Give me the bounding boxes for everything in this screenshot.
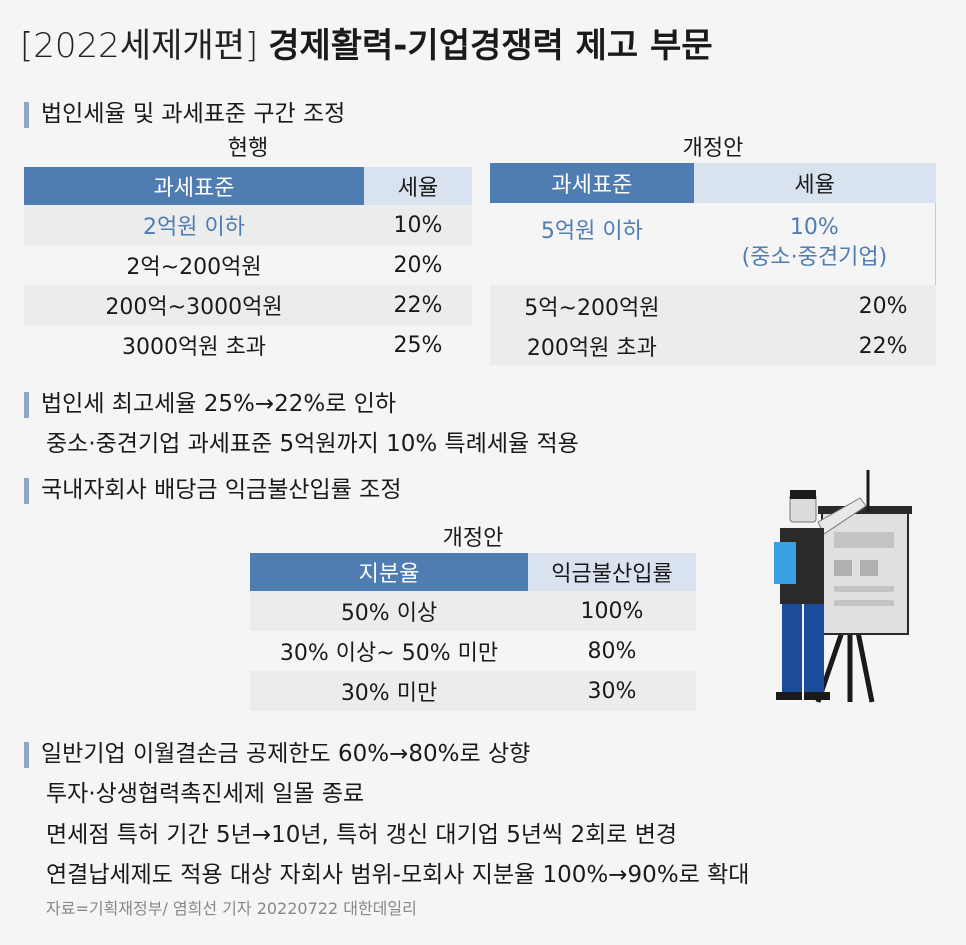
title-bracket: [2022세제개편] xyxy=(20,26,259,66)
table-row: 200억원 초과 22% xyxy=(490,327,936,365)
cell-rate: 10% (중소·중견기업) xyxy=(693,203,936,285)
cell-rate: 20% xyxy=(393,252,443,278)
cell-base: 200억~3000억원 xyxy=(105,295,283,320)
table-row: 2억원 이하 10% xyxy=(24,205,472,245)
cell-rate-value: 10% xyxy=(789,215,839,240)
cell-share: 30% 이상~ 50% 미만 xyxy=(279,641,499,666)
proposal-header-rate: 세율 xyxy=(693,163,936,203)
table-row: 3000억원 초과 25% xyxy=(24,325,472,365)
source-credit: 자료=기획재정부/ 염희선 기자 20220722 대한데일리 xyxy=(46,899,417,918)
cell-share: 50% 이상 xyxy=(340,601,438,626)
cell-base: 2억~200억원 xyxy=(126,255,262,280)
cell-rate: 22% xyxy=(858,333,908,359)
bullet-group-1: 법인세 최고세율 25%→22%로 인하 xyxy=(24,384,396,418)
cell-share: 30% 미만 xyxy=(340,681,438,706)
bullet-text: 투자·상생협력촉진세제 일몰 종료 xyxy=(46,781,365,807)
section-marker xyxy=(24,101,29,128)
dividend-table: 지분율 익금불산입률 50% 이상 100% 30% 이상~ 50% 미만 80… xyxy=(250,553,696,711)
bullet-text: 법인세 최고세율 25%→22%로 인하 xyxy=(41,391,397,417)
cell-rate: 22% xyxy=(393,292,443,318)
proposal-rate-table: 과세표준 세율 5억원 이하 10% (중소·중견기업) 5억~200억원 20… xyxy=(490,163,936,365)
title-main: 경제활력-기업경쟁력 제고 부문 xyxy=(268,26,713,66)
table-row: 50% 이상 100% xyxy=(250,591,696,631)
proposal-header-base: 과세표준 xyxy=(490,163,694,203)
bullet-text: 중소·중견기업 과세표준 5억원까지 10% 특례세율 적용 xyxy=(46,431,579,457)
section-marker xyxy=(24,391,29,418)
dividend-header-share: 지분율 xyxy=(250,553,528,591)
current-header-rate: 세율 xyxy=(364,167,472,205)
cell-base: 3000억원 초과 xyxy=(122,335,266,360)
presenter-illustration xyxy=(774,470,912,703)
section1-heading-text: 법인세율 및 과세표준 구간 조정 xyxy=(41,101,346,127)
table-row: 200억~3000억원 22% xyxy=(24,285,472,325)
cell-rate: 20% xyxy=(858,293,908,319)
bullet-text: 연결납세제도 적용 대상 자회사 범위-모회사 지분율 100%→90%로 확대 xyxy=(46,862,750,888)
cell-rate: 80% xyxy=(587,638,637,664)
cell-base: 5억~200억원 xyxy=(524,296,660,321)
cell-base: 200억원 초과 xyxy=(526,336,657,361)
section2-heading: 국내자회사 배당금 익금불산입률 조정 xyxy=(24,470,402,504)
bullet-group-2: 일반기업 이월결손금 공제한도 60%→80%로 상향 xyxy=(24,734,530,768)
current-header-base: 과세표준 xyxy=(24,167,364,205)
table-row: 30% 이상~ 50% 미만 80% xyxy=(250,631,696,671)
dividend-caption: 개정안 xyxy=(442,526,504,551)
page-title: [2022세제개편] 경제활력-기업경쟁력 제고 부문 xyxy=(20,18,713,67)
section1-heading: 법인세율 및 과세표준 구간 조정 xyxy=(24,94,345,128)
bullet-text: 면세점 특허 기간 5년→10년, 특허 갱신 대기업 5년씩 2회로 변경 xyxy=(46,822,678,848)
table-row: 30% 미만 30% xyxy=(250,671,696,711)
cell-rate: 100% xyxy=(580,598,644,624)
section-marker xyxy=(24,741,29,768)
cell-rate: 10% xyxy=(393,212,443,238)
section-marker xyxy=(24,477,29,504)
table-row: 5억원 이하 10% (중소·중견기업) xyxy=(490,203,936,285)
bullet-text: 일반기업 이월결손금 공제한도 60%→80%로 상향 xyxy=(41,741,531,767)
section2-heading-text: 국내자회사 배당금 익금불산입률 조정 xyxy=(41,477,402,503)
proposal-caption: 개정안 xyxy=(682,136,744,161)
table-row: 2억~200억원 20% xyxy=(24,245,472,285)
cell-rate-note: (중소·중견기업) xyxy=(741,245,888,270)
current-caption: 현행 xyxy=(227,136,269,161)
cell-base: 2억원 이하 xyxy=(143,215,245,240)
cell-rate: 25% xyxy=(393,332,443,358)
current-rate-table: 과세표준 세율 2억원 이하 10% 2억~200억원 20% 200억~300… xyxy=(24,167,472,365)
table-row: 5억~200억원 20% xyxy=(490,285,936,327)
cell-base: 5억원 이하 xyxy=(540,219,643,244)
dividend-header-rate: 익금불산입률 xyxy=(528,553,696,591)
cell-rate: 30% xyxy=(587,678,637,704)
